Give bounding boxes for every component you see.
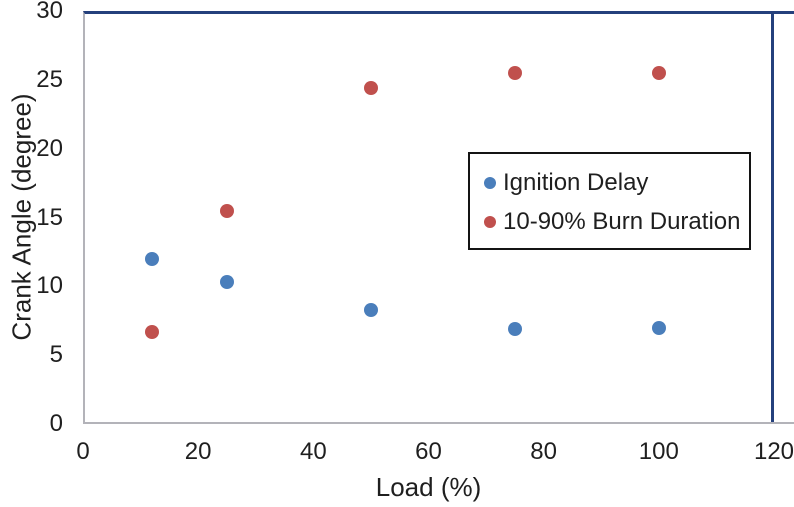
x-tick-label: 120 xyxy=(753,438,794,465)
plot-border-top-extension xyxy=(771,11,794,14)
x-tick-label: 100 xyxy=(638,438,679,465)
legend-item-burn-duration: 10-90% Burn Duration xyxy=(484,208,749,236)
x-tick-label: 40 xyxy=(299,438,327,465)
x-axis-title: Load (%) xyxy=(375,472,482,502)
y-tick-label: 30 xyxy=(36,0,63,24)
data-point xyxy=(363,302,378,317)
x-axis-line-extension xyxy=(771,422,794,424)
legend-label: Ignition Delay xyxy=(503,168,649,196)
x-tick-label: 0 xyxy=(76,438,90,465)
legend-marker-blue-icon xyxy=(484,176,496,189)
x-tick-label: 80 xyxy=(530,438,557,465)
y-tick-label: 20 xyxy=(36,134,63,162)
y-tick-label: 5 xyxy=(49,341,63,369)
y-tick-label: 10 xyxy=(36,272,63,300)
legend-item-ignition-delay: Ignition Delay xyxy=(484,169,749,197)
data-point xyxy=(219,203,234,218)
legend: Ignition Delay 10-90% Burn Duration xyxy=(468,152,751,250)
y-tick-label: 0 xyxy=(49,410,63,437)
data-point xyxy=(363,81,378,96)
legend-marker-red-icon xyxy=(484,216,496,229)
y-tick-label: 15 xyxy=(36,203,63,231)
y-tick-label: 25 xyxy=(36,65,63,93)
data-point xyxy=(145,251,160,266)
legend-label: 10-90% Burn Duration xyxy=(503,208,741,236)
x-tick-label: 60 xyxy=(415,438,442,465)
data-point xyxy=(651,320,666,335)
data-point xyxy=(651,65,666,80)
data-point xyxy=(219,275,234,290)
data-point xyxy=(145,324,160,339)
data-point xyxy=(507,322,522,336)
x-tick-label: 20 xyxy=(184,438,212,465)
data-point xyxy=(507,65,522,80)
